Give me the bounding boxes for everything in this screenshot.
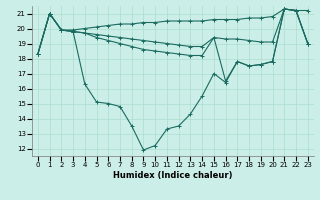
X-axis label: Humidex (Indice chaleur): Humidex (Indice chaleur): [113, 171, 233, 180]
